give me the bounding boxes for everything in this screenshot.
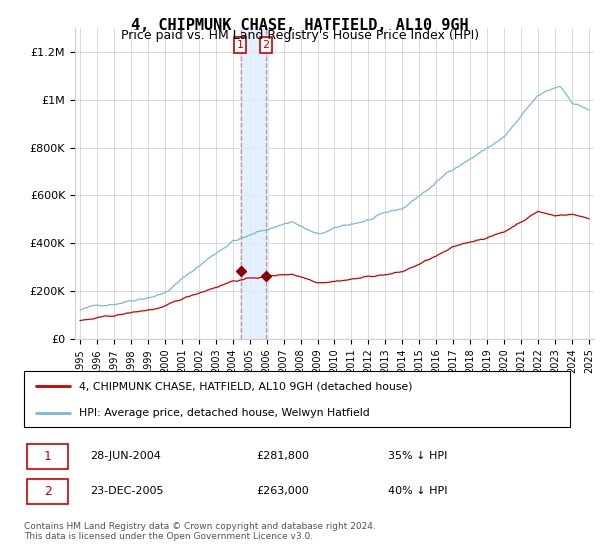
Text: 1: 1 <box>236 40 244 50</box>
Text: 2: 2 <box>263 40 270 50</box>
Text: 1: 1 <box>44 450 52 463</box>
FancyBboxPatch shape <box>27 479 68 504</box>
Text: 40% ↓ HPI: 40% ↓ HPI <box>388 487 448 496</box>
Text: 28-JUN-2004: 28-JUN-2004 <box>90 451 161 461</box>
FancyBboxPatch shape <box>27 444 68 469</box>
Text: £263,000: £263,000 <box>256 487 308 496</box>
Text: 4, CHIPMUNK CHASE, HATFIELD, AL10 9GH (detached house): 4, CHIPMUNK CHASE, HATFIELD, AL10 9GH (d… <box>79 381 413 391</box>
Text: 35% ↓ HPI: 35% ↓ HPI <box>388 451 448 461</box>
Text: 23-DEC-2005: 23-DEC-2005 <box>90 487 164 496</box>
Bar <box>241 28 268 339</box>
FancyBboxPatch shape <box>24 371 571 427</box>
Text: 2: 2 <box>44 485 52 498</box>
Text: £281,800: £281,800 <box>256 451 309 461</box>
Text: Price paid vs. HM Land Registry's House Price Index (HPI): Price paid vs. HM Land Registry's House … <box>121 29 479 42</box>
Text: 4, CHIPMUNK CHASE, HATFIELD, AL10 9GH: 4, CHIPMUNK CHASE, HATFIELD, AL10 9GH <box>131 18 469 33</box>
Text: HPI: Average price, detached house, Welwyn Hatfield: HPI: Average price, detached house, Welw… <box>79 408 370 418</box>
Text: Contains HM Land Registry data © Crown copyright and database right 2024.
This d: Contains HM Land Registry data © Crown c… <box>24 522 376 542</box>
